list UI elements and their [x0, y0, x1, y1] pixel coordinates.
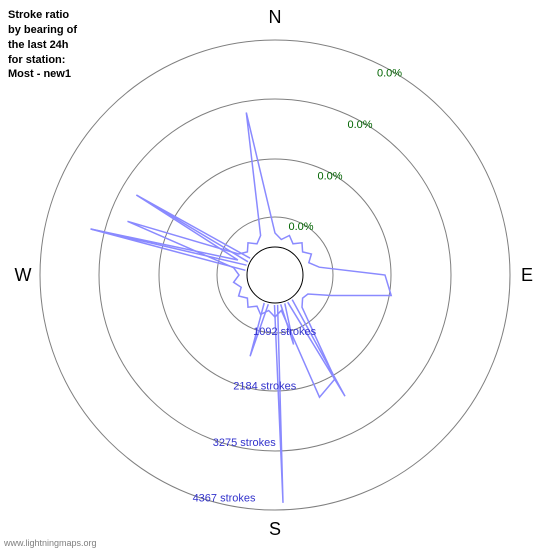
- cardinal-E: E: [521, 265, 533, 285]
- ring-label-north: 0.0%: [317, 171, 342, 183]
- ring-label-north: 0.0%: [347, 119, 372, 131]
- ring-label-south: 4367 strokes: [193, 492, 256, 504]
- cardinal-S: S: [269, 519, 281, 539]
- footer-attribution: www.lightningmaps.org: [4, 538, 97, 548]
- ring-label-south: 2184 strokes: [233, 381, 296, 393]
- rose-spike-join: [91, 195, 238, 260]
- cardinal-N: N: [269, 7, 282, 27]
- center-hole: [247, 247, 303, 303]
- rose-spike: [288, 300, 345, 397]
- ring-label-north: 0.0%: [377, 68, 402, 80]
- ring-label-south: 1092 strokes: [253, 326, 316, 338]
- polar-chart: 0.0% 0.0% 0.0% 0.0% 1092 strokes 2184 stroke…: [0, 0, 550, 550]
- ring-label-north: 0.0%: [288, 221, 313, 233]
- ring-label-south: 3275 strokes: [213, 437, 276, 449]
- cardinal-W: W: [15, 265, 32, 285]
